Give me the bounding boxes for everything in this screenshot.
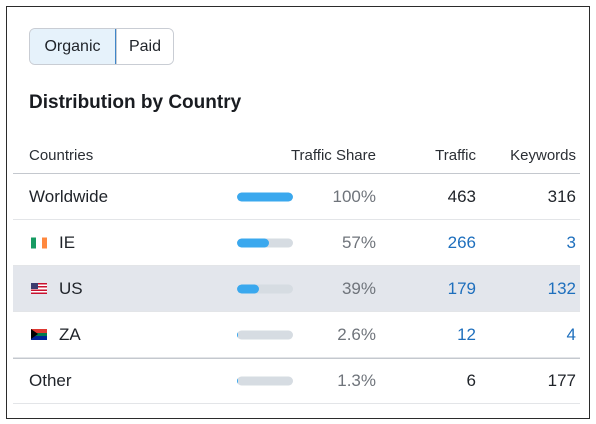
traffic-share-fill bbox=[237, 284, 259, 293]
traffic-share-fill bbox=[237, 192, 293, 201]
header-traffic-share: Traffic Share bbox=[290, 147, 376, 164]
us-flag-icon bbox=[31, 283, 47, 294]
traffic-share-fill bbox=[237, 376, 239, 386]
country-name: ZA bbox=[59, 324, 81, 344]
header-traffic: Traffic bbox=[435, 147, 476, 164]
organic-toggle-button[interactable]: Organic bbox=[30, 29, 116, 64]
traffic-share-bar bbox=[237, 192, 293, 201]
header-countries: Countries bbox=[29, 147, 94, 164]
table-row-ie: IE 57% 266 3 bbox=[13, 220, 580, 266]
country-name: Worldwide bbox=[29, 186, 109, 206]
paid-toggle-button[interactable]: Paid bbox=[116, 29, 173, 64]
table-header: Countries Traffic Share Traffic Keywords bbox=[13, 147, 580, 174]
widget-title: Distribution by Country bbox=[29, 92, 242, 113]
country-name: US bbox=[59, 278, 83, 298]
keywords-link[interactable]: 4 bbox=[566, 324, 576, 344]
traffic-share-bar bbox=[237, 376, 293, 386]
traffic-link[interactable]: 12 bbox=[457, 324, 476, 344]
traffic-value: 6 bbox=[466, 371, 476, 390]
table-row-worldwide: Worldwide 100% 463 316 bbox=[13, 174, 580, 220]
ireland-flag-icon bbox=[31, 237, 47, 248]
country-name: IE bbox=[59, 232, 76, 252]
traffic-share-value: 2.6% bbox=[337, 324, 376, 344]
traffic-share-value: 100% bbox=[332, 186, 376, 206]
traffic-share-bar bbox=[237, 238, 293, 247]
traffic-share-fill bbox=[237, 330, 239, 339]
country-distribution-widget: Organic Paid Distribution by Country Cou… bbox=[6, 6, 590, 419]
traffic-value: 463 bbox=[447, 186, 476, 206]
keywords-link[interactable]: 3 bbox=[566, 232, 576, 252]
south-africa-flag-icon bbox=[31, 329, 47, 340]
organic-paid-toggle: Organic Paid bbox=[29, 28, 174, 65]
table-row-za: ZA 2.6% 12 4 bbox=[13, 312, 580, 358]
country-name: Other bbox=[29, 371, 72, 390]
table-row-us: US 39% 179 132 bbox=[13, 266, 580, 312]
keywords-link[interactable]: 132 bbox=[547, 278, 576, 298]
country-table: Countries Traffic Share Traffic Keywords… bbox=[13, 147, 580, 404]
traffic-share-bar bbox=[237, 284, 293, 293]
keywords-value: 177 bbox=[547, 371, 576, 390]
table-row-other: Other 1.3% 6 177 bbox=[13, 358, 580, 404]
traffic-link[interactable]: 179 bbox=[447, 278, 476, 298]
traffic-share-fill bbox=[237, 238, 269, 247]
header-keywords: Keywords bbox=[510, 147, 576, 164]
traffic-share-bar bbox=[237, 330, 293, 339]
keywords-value: 316 bbox=[547, 186, 576, 206]
traffic-link[interactable]: 266 bbox=[447, 232, 476, 252]
traffic-share-value: 39% bbox=[341, 278, 376, 298]
traffic-share-value: 57% bbox=[341, 232, 376, 252]
traffic-share-value: 1.3% bbox=[337, 371, 376, 390]
